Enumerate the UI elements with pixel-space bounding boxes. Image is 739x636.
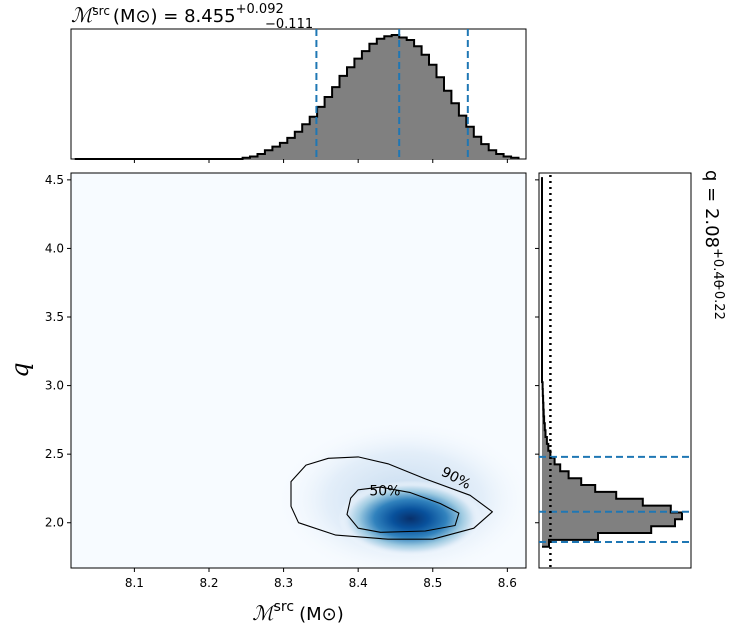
x-tick-label: 8.3 bbox=[274, 576, 293, 590]
y-axis-label: q bbox=[6, 362, 34, 377]
right-title: q = 2.08+0.40 bbox=[701, 170, 725, 288]
y-tick-label: 2.5 bbox=[45, 447, 64, 461]
x-tick-label: 8.4 bbox=[349, 576, 368, 590]
x-tick-label: 8.5 bbox=[423, 576, 442, 590]
y-tick-label: 4.5 bbox=[45, 173, 64, 187]
contour-label-50: 50% bbox=[369, 483, 400, 499]
y-tick-label: 4.0 bbox=[45, 241, 64, 255]
contour-90pct bbox=[290, 456, 493, 540]
top-hist-outline bbox=[74, 34, 520, 160]
right-histogram: q = 2.08+0.40 −0.22 bbox=[535, 170, 726, 569]
x-axis-label: ℳsrc (M⊙) bbox=[252, 599, 344, 625]
top-hist-fill bbox=[242, 35, 519, 159]
y-tick-label: 3.0 bbox=[45, 379, 64, 393]
x-tick-label: 8.6 bbox=[498, 576, 517, 590]
right-title-minus: −0.22 bbox=[711, 280, 726, 320]
main-frame bbox=[70, 172, 527, 569]
x-tick-label: 8.1 bbox=[125, 576, 144, 590]
main-panel: 50% 90% 8.1 8.2 8.3 8.4 8.5 8.6 2.02.53.03.54.… bbox=[6, 172, 527, 625]
contour-50pct bbox=[346, 486, 460, 533]
y-tick-label: 2.0 bbox=[45, 516, 64, 530]
y-tick-label: 3.5 bbox=[45, 310, 64, 324]
right-hist-fill bbox=[542, 382, 682, 547]
right-hist-frame bbox=[538, 172, 692, 569]
right-hist-outline bbox=[541, 177, 683, 548]
top-title-minus: −0.111 bbox=[265, 17, 313, 32]
top-histogram: ℳsrc (M⊙) = 8.455+0.092 −0.111 bbox=[70, 2, 527, 163]
top-title: ℳsrc (M⊙) = 8.455+0.092 bbox=[71, 2, 284, 27]
x-tick-label: 8.2 bbox=[199, 576, 218, 590]
